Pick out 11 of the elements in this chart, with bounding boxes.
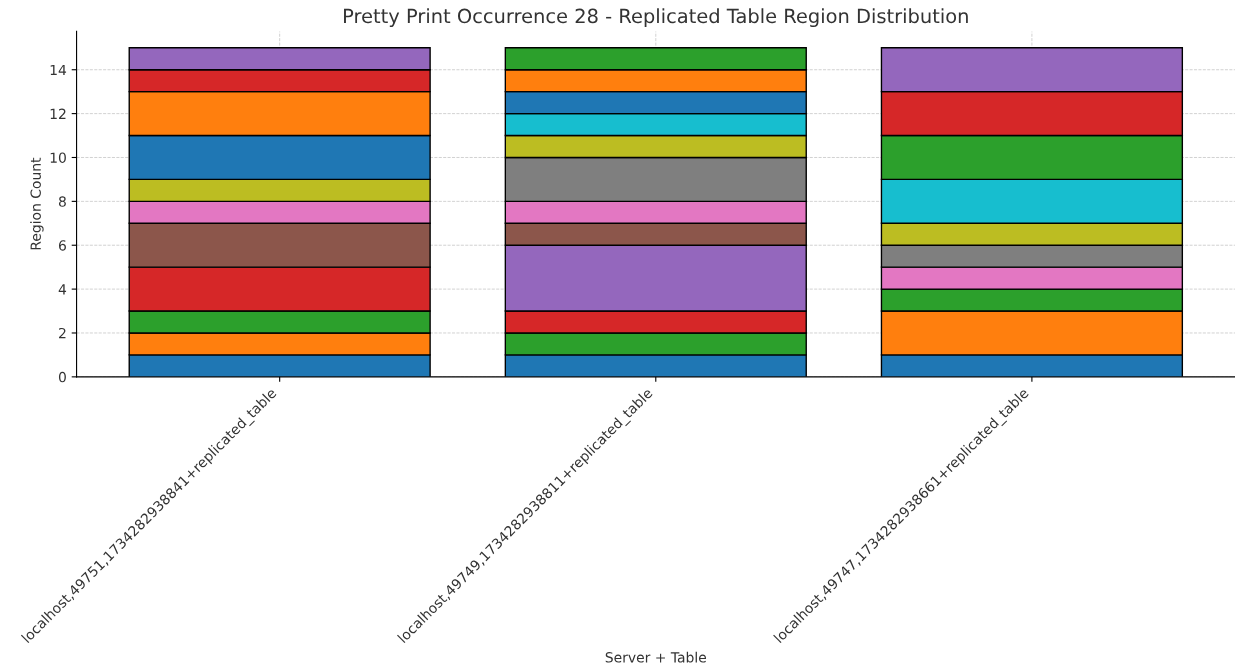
chart-title: Pretty Print Occurrence 28 - Replicated Table Region Distribution [344,8,968,28]
y-tick-label: 4 [58,284,67,295]
y-tick-label: 14 [50,64,67,76]
y-tick-label: 10 [50,152,66,163]
y-tick-label: 12 [50,108,66,119]
y-tick-label: 2 [59,327,66,339]
y-tick-label: 0 [58,371,66,383]
y-axis-title: Region Count [30,157,44,250]
y-tick-label: 8 [58,196,66,207]
x-axis-title: Server + Table [605,651,707,663]
y-tick-label: 6 [58,240,66,251]
